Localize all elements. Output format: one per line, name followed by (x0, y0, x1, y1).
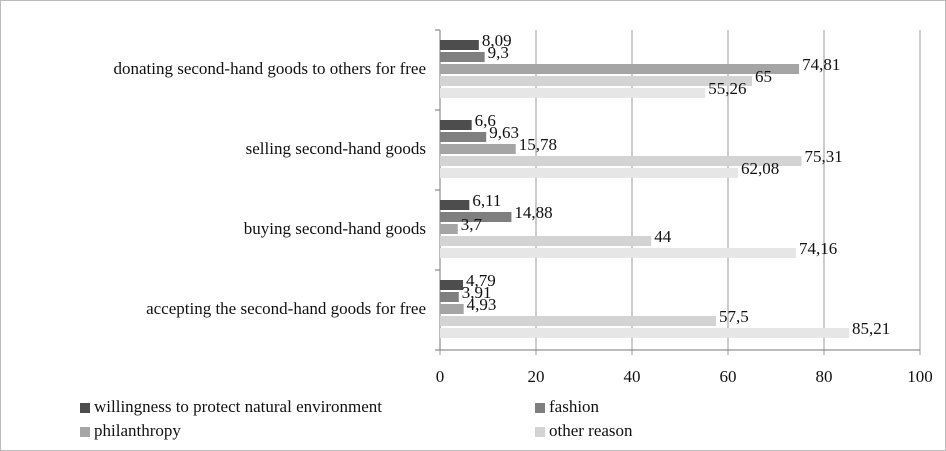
data-label: 62,08 (741, 159, 779, 178)
data-label: 15,78 (519, 135, 557, 154)
legend-swatch (80, 427, 90, 437)
data-label: 57,5 (719, 307, 749, 326)
legend-label: willingness to protect natural environme… (94, 397, 382, 416)
data-label: 6,6 (475, 111, 496, 130)
data-label: 8,09 (482, 31, 512, 50)
bar (440, 316, 716, 326)
bar (440, 168, 738, 178)
data-label: 6,11 (472, 191, 501, 210)
bar (440, 40, 479, 50)
x-tick-label: 100 (907, 367, 933, 386)
legend-label: other reason (549, 421, 633, 440)
bar (440, 88, 706, 98)
x-tick-label: 20 (528, 367, 545, 386)
bar (440, 236, 652, 246)
data-label: 3,7 (461, 215, 483, 234)
bar (440, 280, 463, 290)
bar (440, 120, 472, 130)
data-label: 44 (654, 227, 672, 246)
data-label: 55,26 (708, 79, 746, 98)
y-tick-label: accepting the second-hand goods for free (146, 299, 426, 318)
data-label: 14,88 (514, 203, 552, 222)
bar (440, 292, 459, 302)
x-tick-label: 0 (436, 367, 445, 386)
data-label: 3,91 (462, 283, 492, 302)
legend-label: fashion (549, 397, 600, 416)
bar (440, 200, 470, 210)
data-label: 74,81 (802, 55, 840, 74)
data-label: 4,79 (466, 271, 496, 290)
data-label: 9,3 (488, 43, 509, 62)
data-label: 85,21 (852, 319, 890, 338)
data-label: 4,93 (467, 295, 497, 314)
legend-label: philanthropy (94, 421, 181, 440)
x-tick-label: 60 (720, 367, 737, 386)
data-label: 75,31 (804, 147, 842, 166)
bar (440, 64, 800, 74)
bar (440, 132, 487, 142)
bar (440, 212, 512, 222)
legend-swatch (80, 403, 90, 413)
bar (440, 224, 458, 234)
bar (440, 328, 850, 338)
data-label: 65 (755, 67, 772, 86)
y-tick-label: buying second-hand goods (244, 219, 426, 238)
legend-swatch (535, 403, 545, 413)
data-label: 9,63 (489, 123, 519, 142)
y-tick-label: selling second-hand goods (246, 139, 426, 158)
bar (440, 304, 464, 314)
bar (440, 52, 485, 62)
legend-swatch (535, 427, 545, 437)
bar (440, 76, 752, 86)
bar (440, 144, 516, 154)
bar (440, 156, 802, 166)
x-tick-label: 40 (624, 367, 641, 386)
bar (440, 248, 796, 258)
y-tick-label: donating second-hand goods to others for… (113, 59, 426, 78)
x-tick-label: 80 (816, 367, 833, 386)
data-label: 74,16 (799, 239, 837, 258)
